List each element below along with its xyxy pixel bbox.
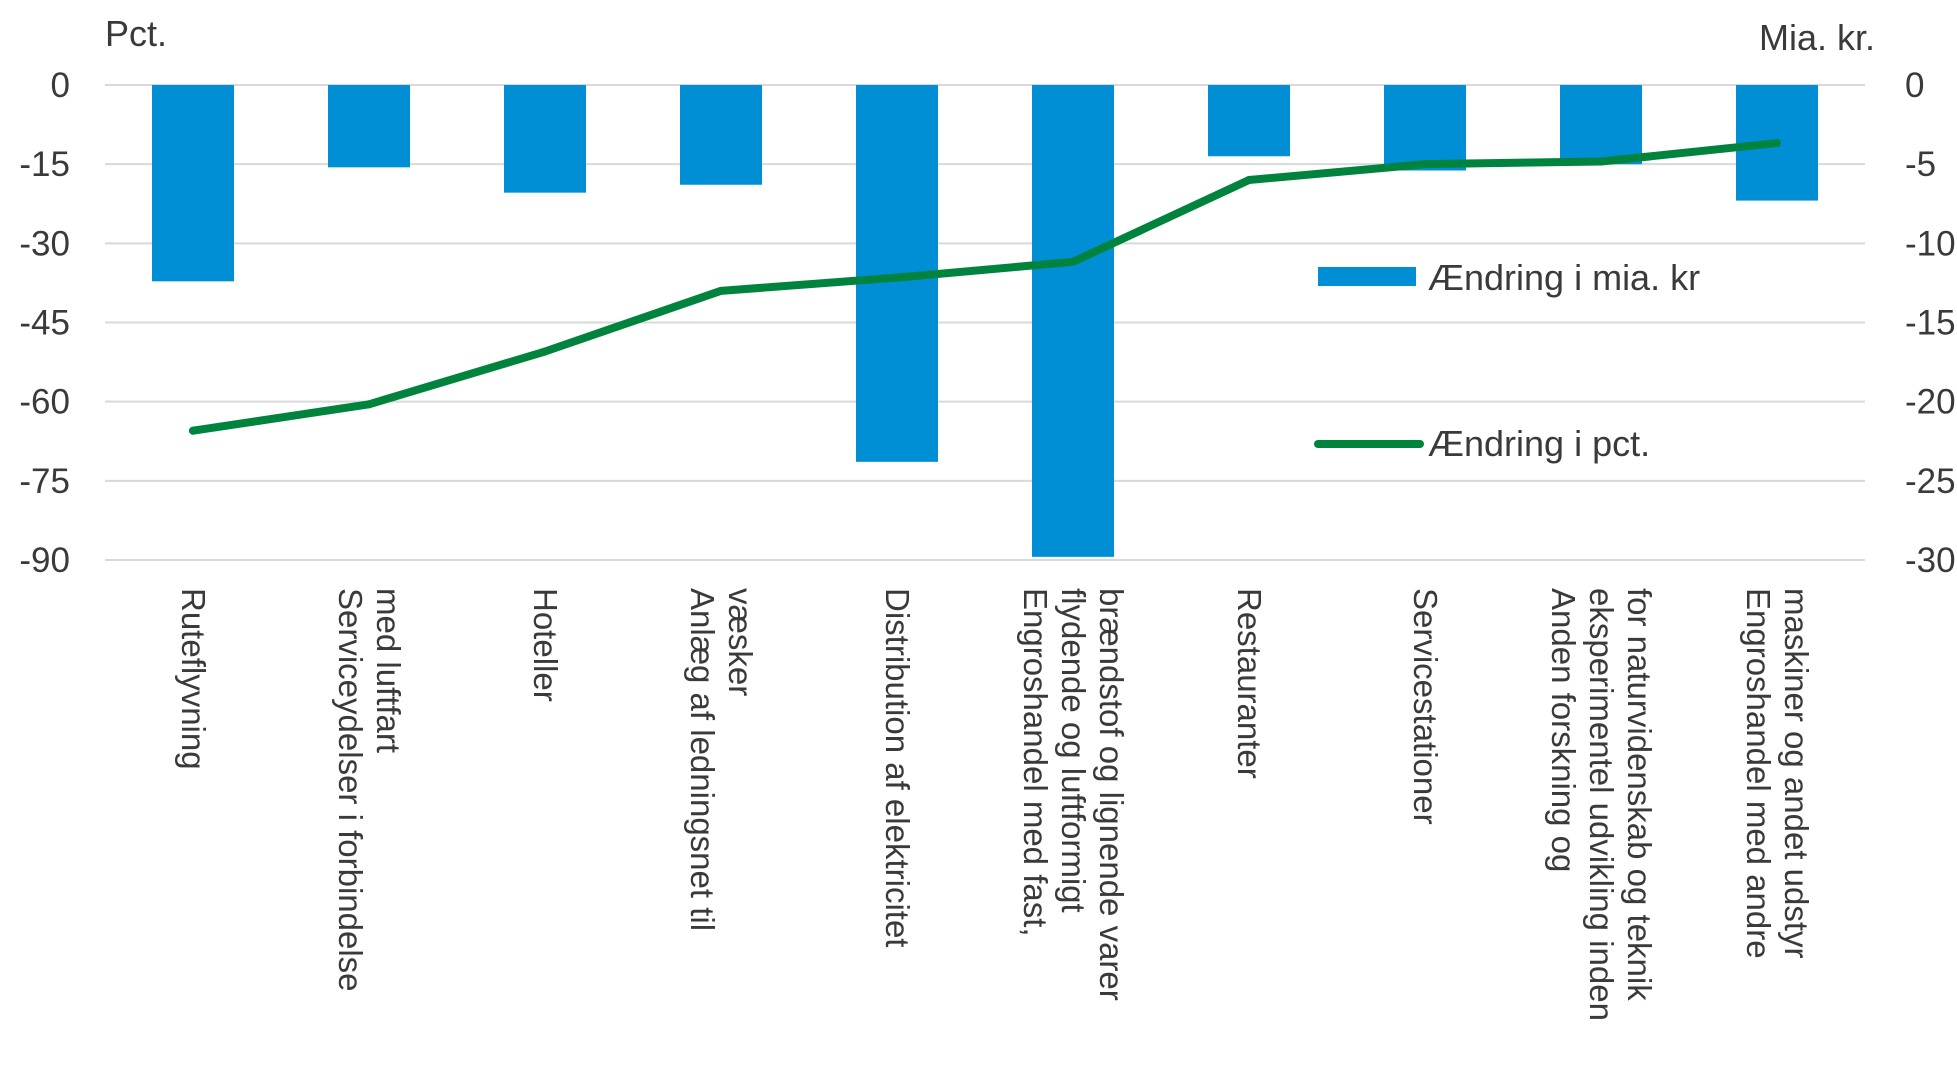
category-label: Distribution af elektricitet bbox=[879, 588, 916, 947]
category-label-line: Anlæg af ledningsnet til bbox=[684, 588, 721, 931]
category-label-line: Ruteflyvning bbox=[175, 588, 212, 770]
left-tick-label: -75 bbox=[19, 462, 70, 501]
left-axis-label: Pct. bbox=[105, 13, 167, 54]
line-point bbox=[189, 426, 197, 435]
line-point bbox=[893, 273, 901, 282]
category-label-line: Distribution af elektricitet bbox=[879, 588, 916, 947]
bar bbox=[152, 85, 234, 282]
right-tick-label: -25 bbox=[1905, 462, 1956, 501]
category-label: Anlæg af ledningsnet til væsker bbox=[684, 588, 759, 931]
left-tick-label: -15 bbox=[19, 145, 70, 184]
line-point bbox=[365, 400, 373, 409]
line-point bbox=[1245, 176, 1253, 184]
left-axis-ticks: 0 -15 -30 -45 -60 -75 -90 bbox=[19, 66, 70, 580]
right-tick-label: -10 bbox=[1905, 224, 1956, 263]
category-label-line: Restauranter bbox=[1231, 588, 1268, 779]
category-label-line: flydende og luftformigt bbox=[1055, 588, 1092, 913]
category-label-line: Serviceydelser i forbindelse bbox=[332, 588, 369, 992]
category-label-line: Engroshandel med fast, bbox=[1017, 588, 1054, 937]
category-label: Servicestationer bbox=[1407, 588, 1444, 825]
category-label-line: Engroshandel med andre bbox=[1740, 588, 1777, 959]
category-label-line: maskiner og andet udstyr bbox=[1778, 588, 1815, 959]
bar bbox=[504, 85, 586, 193]
category-label: Restauranter bbox=[1231, 588, 1268, 779]
category-label: Ruteflyvning bbox=[175, 588, 212, 770]
right-tick-label: -5 bbox=[1905, 145, 1936, 184]
category-label: Hoteller bbox=[527, 588, 564, 702]
left-tick-label: -45 bbox=[19, 304, 70, 343]
left-tick-label: 0 bbox=[51, 66, 70, 105]
bar-series bbox=[152, 85, 1818, 557]
legend: Ændring i mia. kr Ændring i pct. bbox=[1314, 257, 1700, 464]
legend-line-label: Ændring i pct. bbox=[1428, 423, 1650, 464]
line-point bbox=[1069, 257, 1077, 266]
bar bbox=[1032, 85, 1114, 557]
line-point bbox=[717, 286, 725, 295]
category-label: Engroshandel med andre maskiner og andet … bbox=[1740, 588, 1815, 959]
bar bbox=[1208, 85, 1290, 157]
category-label: Anden forskning og eksperimentel udviklin… bbox=[1545, 588, 1658, 1021]
right-tick-label: -15 bbox=[1905, 304, 1956, 343]
left-tick-label: -30 bbox=[19, 224, 70, 263]
bar bbox=[680, 85, 762, 185]
line-series bbox=[189, 139, 1781, 435]
category-label-line: Servicestationer bbox=[1407, 588, 1444, 825]
right-tick-label: -30 bbox=[1905, 541, 1956, 580]
line-point bbox=[1773, 139, 1781, 148]
series-line bbox=[189, 139, 1781, 435]
right-axis-label: Mia. kr. bbox=[1759, 17, 1875, 58]
category-label: Serviceydelser i forbindelse med luftfart bbox=[332, 588, 407, 992]
line-point bbox=[1597, 157, 1605, 166]
category-label-line: Anden forskning og bbox=[1545, 588, 1582, 872]
category-label-line: eksperimentel udvikling inden bbox=[1583, 588, 1620, 1021]
bar bbox=[328, 85, 410, 168]
category-label: Engroshandel med fast, flydende og luftfo… bbox=[1017, 588, 1130, 1001]
category-label-line: brændstof og lignende varer bbox=[1093, 588, 1130, 1001]
line-point bbox=[541, 347, 549, 356]
right-axis-ticks: 0 -5 -10 -15 -20 -25 -30 bbox=[1905, 66, 1956, 580]
right-tick-label: -20 bbox=[1905, 383, 1956, 422]
category-label-line: Hoteller bbox=[527, 588, 564, 702]
category-label-line: væsker bbox=[722, 588, 759, 696]
left-tick-label: -90 bbox=[19, 541, 70, 580]
legend-bar-swatch bbox=[1318, 267, 1416, 286]
bar bbox=[1560, 85, 1642, 165]
legend-bar-label: Ændring i mia. kr bbox=[1428, 257, 1700, 298]
right-tick-label: 0 bbox=[1905, 66, 1924, 105]
bar bbox=[1384, 85, 1466, 171]
left-tick-label: -60 bbox=[19, 383, 70, 422]
category-label-line: med luftfart bbox=[370, 588, 407, 753]
category-labels: Ruteflyvning Serviceydelser i forbindelse… bbox=[175, 588, 1815, 1021]
line-point bbox=[1421, 160, 1429, 169]
category-label-line: for naturvidenskab og teknik bbox=[1621, 588, 1658, 1001]
